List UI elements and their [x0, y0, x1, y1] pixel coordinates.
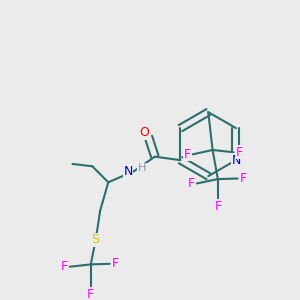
- Text: S: S: [91, 233, 99, 246]
- Text: F: F: [240, 172, 247, 185]
- Text: F: F: [235, 146, 242, 159]
- Text: F: F: [61, 260, 68, 273]
- Text: F: F: [184, 148, 191, 161]
- Text: N: N: [231, 154, 241, 167]
- Text: F: F: [87, 288, 94, 300]
- Text: O: O: [139, 126, 149, 139]
- Text: F: F: [188, 177, 195, 190]
- Text: H: H: [138, 163, 146, 173]
- Text: F: F: [214, 200, 221, 213]
- Text: F: F: [112, 257, 119, 270]
- Text: N: N: [123, 165, 133, 178]
